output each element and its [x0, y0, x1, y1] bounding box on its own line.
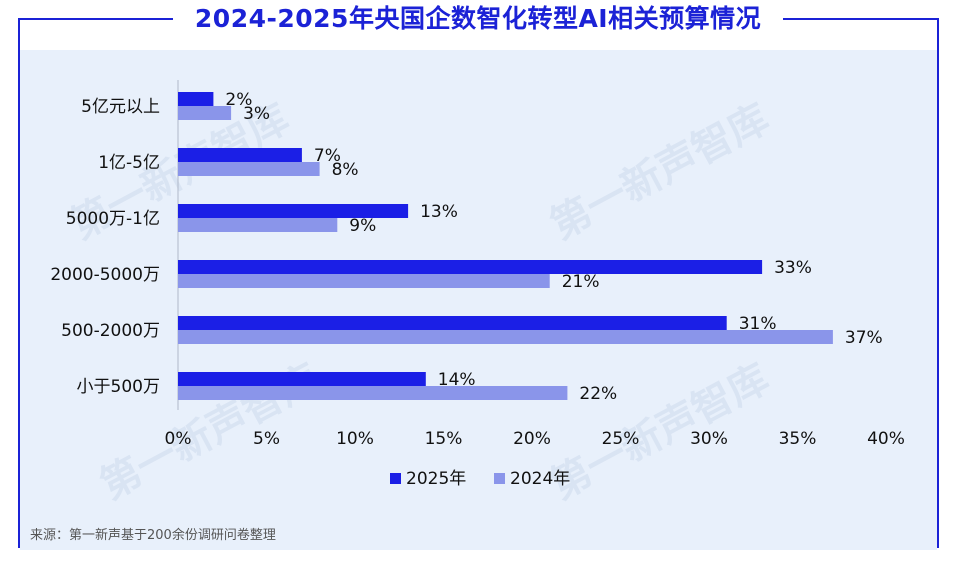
- bar-2025: [178, 372, 426, 386]
- value-label: 21%: [562, 272, 600, 292]
- value-label: 8%: [332, 160, 359, 180]
- value-label: 33%: [774, 258, 812, 278]
- bar-2024: [178, 218, 338, 232]
- category-label: 500-2000万: [61, 321, 160, 341]
- value-label: 14%: [438, 370, 476, 390]
- source-note: 来源：第一新声基于200余份调研问卷整理: [30, 528, 276, 543]
- bar-2025: [178, 260, 763, 274]
- x-tick-label: 20%: [513, 429, 551, 449]
- legend-label: 2024年: [510, 469, 570, 489]
- category-label: 5000万-1亿: [66, 209, 160, 229]
- watermark-logo: 第一新声智库: [543, 96, 777, 249]
- legend-label: 2025年: [406, 469, 466, 489]
- value-label: 3%: [243, 104, 270, 124]
- value-label: 9%: [349, 216, 376, 236]
- category-label: 2000-5000万: [50, 265, 160, 285]
- category-label: 1亿-5亿: [98, 153, 160, 173]
- x-tick-label: 10%: [336, 429, 374, 449]
- title-wrap: 2024-2025年央国企数智化转型AI相关预算情况: [0, 2, 956, 36]
- bar-2024: [178, 162, 320, 176]
- bar-2025: [178, 316, 727, 330]
- x-tick-label: 0%: [165, 429, 192, 449]
- plot-background: [20, 50, 937, 550]
- watermark-logo: 第一新声智库: [543, 356, 777, 509]
- category-label: 小于500万: [77, 377, 160, 397]
- value-label: 13%: [420, 202, 458, 222]
- value-label: 37%: [845, 328, 883, 348]
- x-tick-label: 25%: [602, 429, 640, 449]
- bar-2024: [178, 106, 232, 120]
- x-tick-label: 15%: [425, 429, 463, 449]
- value-label: 22%: [579, 384, 617, 404]
- legend-swatch: [390, 473, 401, 484]
- value-label: 2%: [225, 90, 252, 110]
- x-tick-label: 30%: [690, 429, 728, 449]
- bar-2025: [178, 92, 214, 106]
- bar-2025: [178, 204, 409, 218]
- bar-2024: [178, 330, 833, 344]
- bar-2024: [178, 386, 568, 400]
- x-tick-label: 35%: [779, 429, 817, 449]
- bar-2025: [178, 148, 302, 162]
- value-label: 31%: [739, 314, 777, 334]
- category-label: 5亿元以上: [81, 97, 160, 117]
- legend-swatch: [494, 473, 505, 484]
- chart-title: 2024-2025年央国企数智化转型AI相关预算情况: [172, 2, 784, 36]
- bar-2024: [178, 274, 550, 288]
- x-tick-label: 5%: [253, 429, 280, 449]
- value-label: 7%: [314, 146, 341, 166]
- x-tick-label: 40%: [867, 429, 905, 449]
